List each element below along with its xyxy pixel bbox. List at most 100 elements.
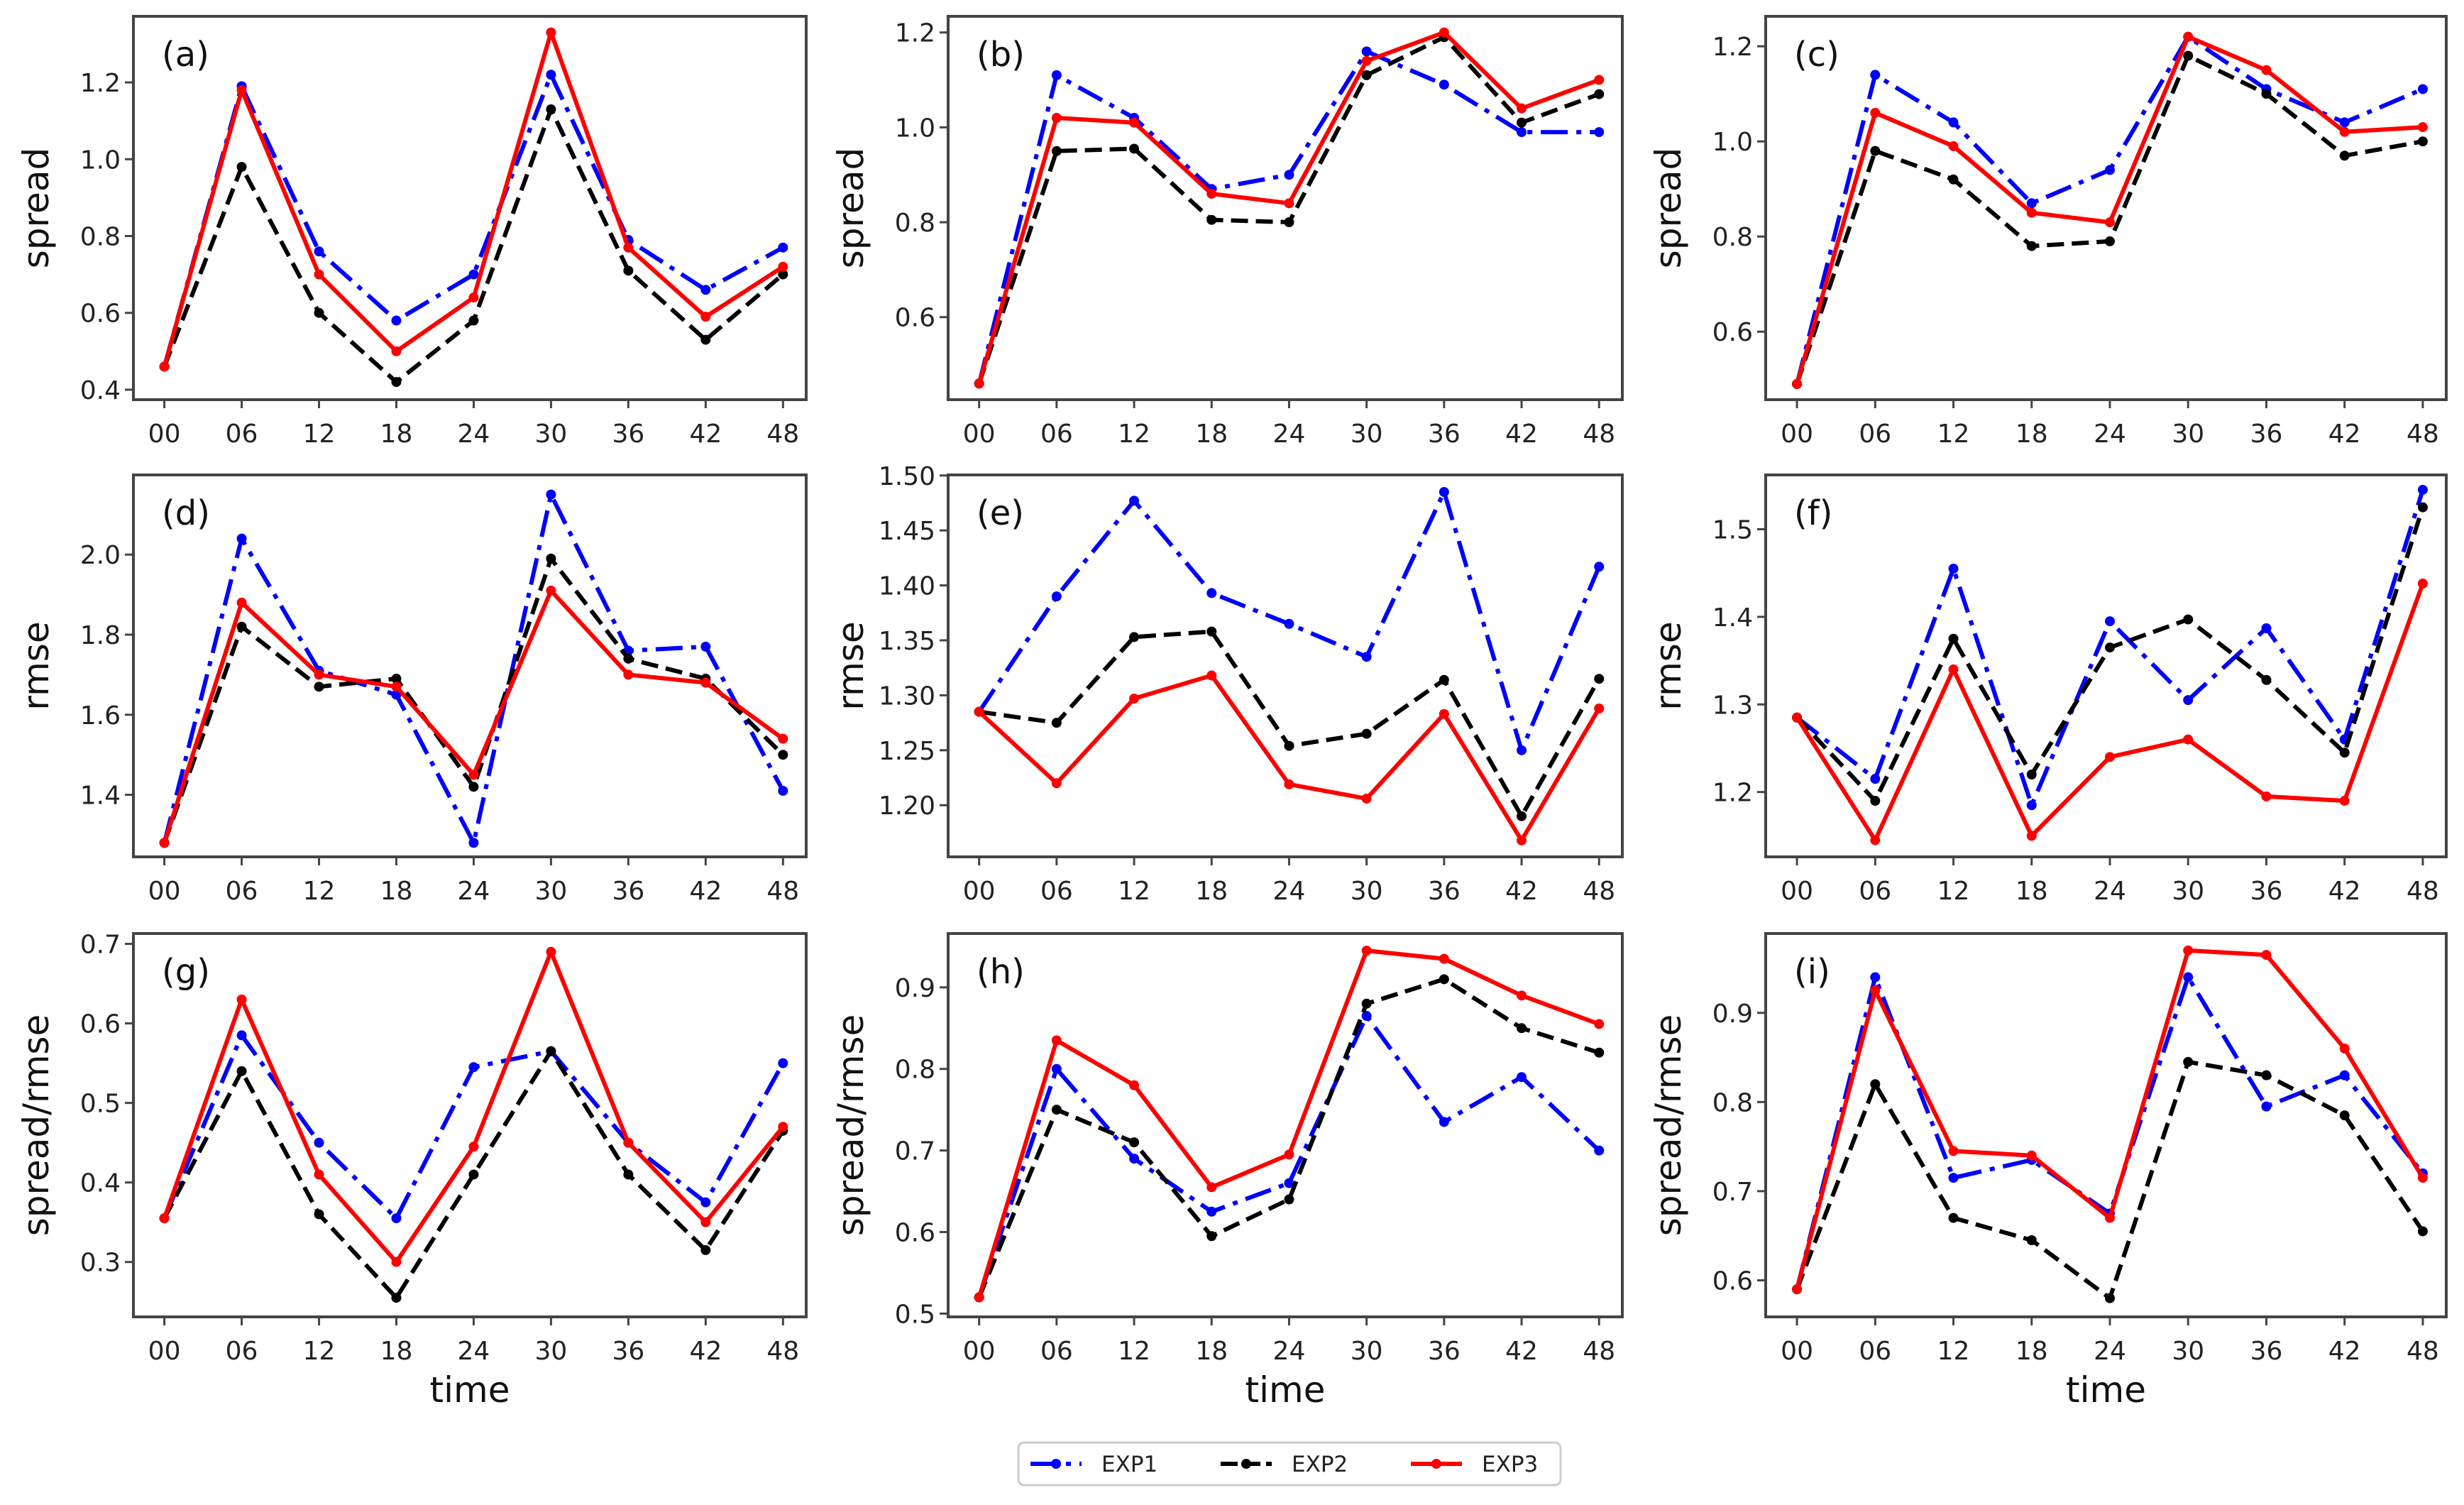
data-point-exp3 xyxy=(1792,712,1803,723)
y-tick-label: 0.9 xyxy=(895,974,935,1003)
x-tick-label: 12 xyxy=(303,1337,336,1366)
x-tick-label: 12 xyxy=(1118,420,1150,449)
data-point-exp3 xyxy=(1948,141,1959,151)
data-point-exp1 xyxy=(2417,84,2428,94)
y-tick-label: 0.6 xyxy=(1712,1267,1753,1296)
data-point-exp2 xyxy=(468,782,479,792)
data-point-exp2 xyxy=(700,1244,711,1255)
data-point-exp3 xyxy=(2261,950,2272,961)
data-point-exp3 xyxy=(1870,108,1881,119)
legend-box xyxy=(1017,1441,1562,1487)
data-point-exp3 xyxy=(468,292,479,303)
data-point-exp2 xyxy=(623,653,634,664)
data-point-exp2 xyxy=(314,307,324,318)
x-tick-label: 18 xyxy=(380,1337,413,1366)
legend-marker xyxy=(1051,1459,1061,1469)
data-point-exp3 xyxy=(236,994,247,1005)
panel-label: (c) xyxy=(1794,35,1839,75)
y-tick-label: 1.8 xyxy=(80,621,121,650)
data-point-exp2 xyxy=(1129,632,1140,642)
y-axis-label: spread xyxy=(830,148,871,268)
data-point-exp3 xyxy=(2417,1173,2428,1183)
panel-h: 00 06 12 18 24 30 36 42 48 0.5 0.6 0.7 0.8 0.9 spread/… xyxy=(830,932,1624,1411)
data-point-exp1 xyxy=(1517,745,1527,755)
x-tick-label: 06 xyxy=(1040,420,1073,449)
series-line-exp2 xyxy=(977,977,1600,1298)
panel-label: (a) xyxy=(162,35,209,75)
data-point-exp3 xyxy=(1870,985,1881,996)
data-point-exp3 xyxy=(1439,708,1449,719)
x-tick-label: 06 xyxy=(1859,1337,1891,1366)
data-point-exp3 xyxy=(623,242,634,253)
data-point-exp1 xyxy=(314,1137,324,1148)
x-axis-label: time xyxy=(1245,1369,1326,1411)
data-point-exp3 xyxy=(546,946,556,957)
data-point-exp3 xyxy=(2183,31,2194,42)
y-tick-label: 0.6 xyxy=(895,1219,935,1248)
x-tick-label: 06 xyxy=(1040,1337,1073,1366)
data-point-exp3 xyxy=(546,585,556,596)
panel-i: 00 06 12 18 24 30 36 42 48 0.6 0.7 0.8 0.9 spread/rms… xyxy=(1648,932,2448,1411)
data-point-exp1 xyxy=(1594,1145,1605,1156)
x-tick-label: 30 xyxy=(1351,420,1383,449)
data-point-exp3 xyxy=(2026,207,2037,218)
x-tick-label: 36 xyxy=(1428,877,1461,906)
data-point-exp3 xyxy=(974,1292,984,1303)
data-point-exp1 xyxy=(546,70,556,80)
x-tick-label: 48 xyxy=(1583,877,1615,906)
data-point-exp3 xyxy=(2417,122,2428,133)
data-point-exp1 xyxy=(1051,591,1062,602)
data-point-exp3 xyxy=(1284,198,1294,209)
data-point-exp3 xyxy=(2261,791,2272,801)
y-tick-label: 0.3 xyxy=(80,1249,121,1278)
x-tick-label: 18 xyxy=(1195,877,1228,906)
data-point-exp1 xyxy=(1361,652,1372,662)
data-point-exp2 xyxy=(468,315,479,326)
data-point-exp2 xyxy=(2183,1056,2194,1067)
y-axis-label: rmse xyxy=(1648,621,1689,710)
data-point-exp1 xyxy=(2183,695,2194,706)
data-point-exp1 xyxy=(778,242,788,253)
data-point-exp2 xyxy=(778,269,788,280)
x-tick-label: 12 xyxy=(1118,1337,1150,1366)
data-point-exp3 xyxy=(159,838,170,848)
y-tick-label: 0.6 xyxy=(1712,318,1753,347)
data-point-exp3 xyxy=(391,1257,402,1267)
data-point-exp3 xyxy=(1206,188,1217,199)
x-tick-label: 30 xyxy=(535,420,568,449)
data-point-exp3 xyxy=(1517,103,1527,114)
data-point-exp2 xyxy=(546,1046,556,1056)
x-tick-label: 24 xyxy=(458,1337,490,1366)
data-point-exp3 xyxy=(1051,778,1062,789)
data-point-exp2 xyxy=(236,1066,247,1076)
data-point-exp3 xyxy=(2183,734,2194,745)
data-point-exp1 xyxy=(1439,1117,1449,1127)
data-point-exp2 xyxy=(391,1293,402,1303)
legend-marker xyxy=(1241,1459,1251,1469)
data-point-exp3 xyxy=(1948,1146,1959,1156)
data-point-exp2 xyxy=(1948,633,1959,644)
axes-frame xyxy=(947,932,1624,1318)
data-point-exp1 xyxy=(700,641,711,652)
y-tick-label: 0.8 xyxy=(895,1056,935,1085)
x-tick-label: 42 xyxy=(1505,877,1538,906)
data-point-exp3 xyxy=(1206,670,1217,681)
y-tick-label: 1.2 xyxy=(895,19,935,48)
data-point-exp3 xyxy=(314,269,324,280)
x-tick-label: 30 xyxy=(1351,877,1383,906)
data-point-exp3 xyxy=(700,312,711,322)
x-tick-label: 36 xyxy=(612,1337,644,1366)
data-point-exp2 xyxy=(2026,241,2037,251)
x-tick-label: 48 xyxy=(2407,1337,2439,1366)
data-point-exp1 xyxy=(2417,484,2428,495)
data-point-exp1 xyxy=(700,285,711,295)
data-point-exp2 xyxy=(236,162,247,173)
x-tick-label: 48 xyxy=(1583,420,1615,449)
data-point-exp1 xyxy=(1870,70,1881,80)
data-point-exp2 xyxy=(1129,1137,1140,1148)
data-point-exp1 xyxy=(391,1213,402,1224)
legend-label-exp2: EXP2 xyxy=(1292,1452,1348,1477)
data-point-exp3 xyxy=(1517,990,1527,1001)
y-tick-label: 0.8 xyxy=(1712,1088,1753,1117)
data-point-exp2 xyxy=(1948,174,1959,185)
